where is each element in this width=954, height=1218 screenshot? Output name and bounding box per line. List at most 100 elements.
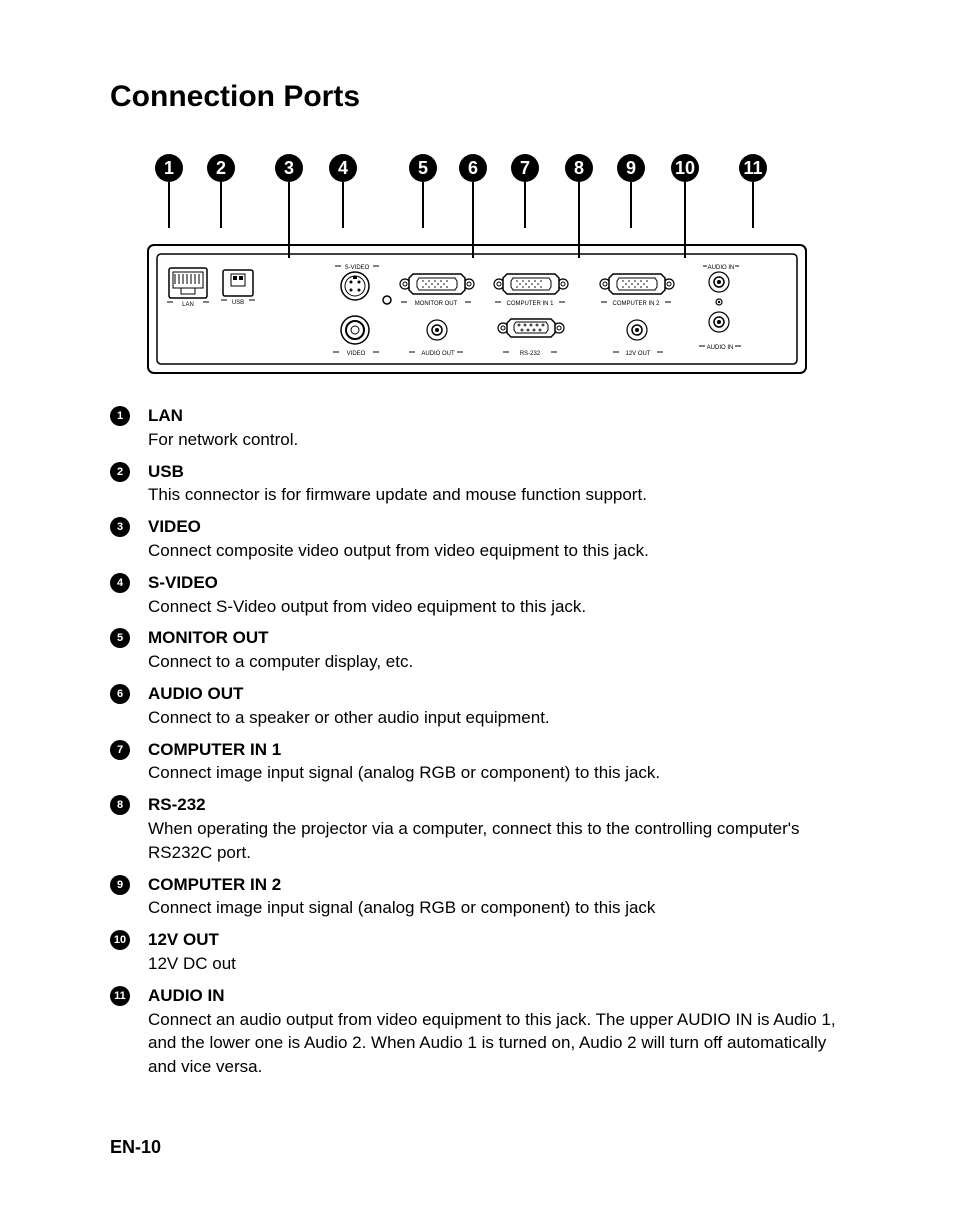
callout-leader <box>168 182 170 228</box>
lan-port-icon <box>169 268 207 298</box>
legend-text: S-VIDEOConnect S-Video output from video… <box>148 571 844 619</box>
callout-leader <box>578 182 580 258</box>
legend-text: AUDIO INConnect an audio output from vid… <box>148 984 844 1079</box>
callout-leader <box>684 182 686 258</box>
legend-number: 1 <box>110 406 130 426</box>
computer-in-1-label: COMPUTER IN 1 <box>506 301 554 307</box>
legend-list: 1 LANFor network control. 2 USBThis connect… <box>110 404 844 1079</box>
legend-item: 11 AUDIO INConnect an audio output from v… <box>110 984 844 1079</box>
legend-number: 7 <box>110 740 130 760</box>
legend-item: 9COMPUTER IN 2Connect image input signal… <box>110 873 844 921</box>
callout-leader <box>752 182 754 228</box>
svideo-label: S-VIDEO <box>345 265 370 271</box>
legend-description: Connect image input signal (analog RGB o… <box>148 761 844 785</box>
legend-label: COMPUTER IN 1 <box>148 738 844 762</box>
legend-description: When operating the projector via a compu… <box>148 817 844 865</box>
callout-1: 1 <box>155 154 183 228</box>
legend-number: 10 <box>110 930 130 950</box>
callout-number: 9 <box>617 154 645 182</box>
callout-leader <box>422 182 424 228</box>
callout-number: 5 <box>409 154 437 182</box>
audio-out-label: AUDIO OUT <box>421 351 455 357</box>
legend-text: USBThis connector is for firmware update… <box>148 460 844 508</box>
legend-text: MONITOR OUTConnect to a computer display… <box>148 626 844 674</box>
callout-leader <box>342 182 344 228</box>
callout-8: 8 <box>565 154 593 258</box>
legend-label: COMPUTER IN 2 <box>148 873 844 897</box>
monitor-out-label: MONITOR OUT <box>415 301 458 307</box>
callout-leader <box>630 182 632 228</box>
legend-description: This connector is for firmware update an… <box>148 483 844 507</box>
legend-label: RS-232 <box>148 793 844 817</box>
audio-in-upper-port-icon <box>709 272 729 292</box>
legend-number: 3 <box>110 517 130 537</box>
lan-label: LAN <box>182 302 194 308</box>
callout-10: 10 <box>671 154 699 258</box>
callout-number: 8 <box>565 154 593 182</box>
legend-text: VIDEOConnect composite video output from… <box>148 515 844 563</box>
rs232-port-icon <box>498 319 564 337</box>
legend-label: 12V OUT <box>148 928 844 952</box>
page-footer: EN-10 <box>110 1137 161 1158</box>
legend-item: 3 VIDEOConnect composite video output fro… <box>110 515 844 563</box>
computer-in-2-label: COMPUTER IN 2 <box>612 301 660 307</box>
svideo-port-icon <box>341 272 369 300</box>
audio-in-lower-port-icon <box>709 312 729 332</box>
callout-11: 11 <box>739 154 767 228</box>
legend-label: AUDIO IN <box>148 984 844 1008</box>
legend-text: RS-232When operating the projector via a… <box>148 793 844 864</box>
audio-in-label-bottom: AUDIO IN <box>707 345 734 351</box>
callout-number: 10 <box>671 154 699 182</box>
callout-5: 5 <box>409 154 437 228</box>
callout-2: 2 <box>207 154 235 228</box>
callout-number: 7 <box>511 154 539 182</box>
legend-label: MONITOR OUT <box>148 626 844 650</box>
legend-label: VIDEO <box>148 515 844 539</box>
callout-leader <box>524 182 526 228</box>
callout-leader <box>220 182 222 228</box>
v12-out-label: 12V OUT <box>625 351 650 357</box>
callout-number: 3 <box>275 154 303 182</box>
legend-item: 10 12V OUT12V DC out <box>110 928 844 976</box>
legend-description: Connect S-Video output from video equipm… <box>148 595 844 619</box>
rs232-label: RS-232 <box>520 351 541 357</box>
usb-label: USB <box>232 300 244 306</box>
callout-leader <box>288 182 290 258</box>
legend-number: 2 <box>110 462 130 482</box>
legend-item: 7 COMPUTER IN 1Connect image input signal… <box>110 738 844 786</box>
callout-number: 1 <box>155 154 183 182</box>
legend-item: 6AUDIO OUTConnect to a speaker or other … <box>110 682 844 730</box>
callout-4: 4 <box>329 154 357 228</box>
computer-in-1-port-icon <box>494 274 568 294</box>
legend-number: 6 <box>110 684 130 704</box>
legend-label: LAN <box>148 404 844 428</box>
legend-label: USB <box>148 460 844 484</box>
legend-item: 4S-VIDEOConnect S-Video output from vide… <box>110 571 844 619</box>
legend-description: Connect an audio output from video equip… <box>148 1008 844 1079</box>
callout-7: 7 <box>511 154 539 228</box>
video-label: VIDEO <box>347 351 366 357</box>
legend-label: AUDIO OUT <box>148 682 844 706</box>
legend-text: 12V OUT12V DC out <box>148 928 844 976</box>
legend-description: Connect to a computer display, etc. <box>148 650 844 674</box>
callout-number: 2 <box>207 154 235 182</box>
legend-number: 11 <box>110 986 130 1006</box>
legend-text: COMPUTER IN 2Connect image input signal … <box>148 873 844 921</box>
monitor-out-port-icon <box>400 274 474 294</box>
usb-port-icon <box>223 270 253 296</box>
legend-description: 12V DC out <box>148 952 844 976</box>
legend-description: For network control. <box>148 428 844 452</box>
legend-text: LANFor network control. <box>148 404 844 452</box>
video-port-icon <box>341 316 369 344</box>
computer-in-2-port-icon <box>600 274 674 294</box>
legend-item: 8RS-232When operating the projector via … <box>110 793 844 864</box>
audio-in-label-top: AUDIO IN <box>708 265 735 271</box>
legend-item: 2 USBThis connector is for firmware updat… <box>110 460 844 508</box>
legend-text: COMPUTER IN 1Connect image input signal … <box>148 738 844 786</box>
callout-leader <box>472 182 474 258</box>
v12-out-port-icon <box>627 320 647 340</box>
callout-row: 12 34 56789 10 11 <box>137 154 817 244</box>
legend-number: 5 <box>110 628 130 648</box>
legend-label: S-VIDEO <box>148 571 844 595</box>
callout-number: 6 <box>459 154 487 182</box>
